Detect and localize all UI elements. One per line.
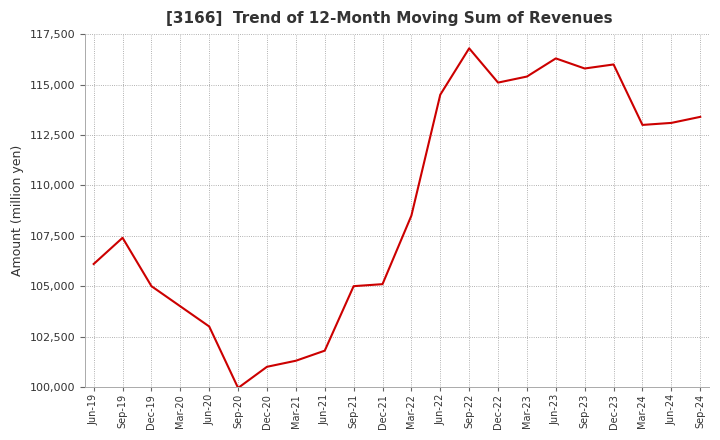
Text: [3166]  Trend of 12-Month Moving Sum of Revenues: [3166] Trend of 12-Month Moving Sum of R…: [166, 11, 613, 26]
Y-axis label: Amount (million yen): Amount (million yen): [11, 145, 24, 276]
